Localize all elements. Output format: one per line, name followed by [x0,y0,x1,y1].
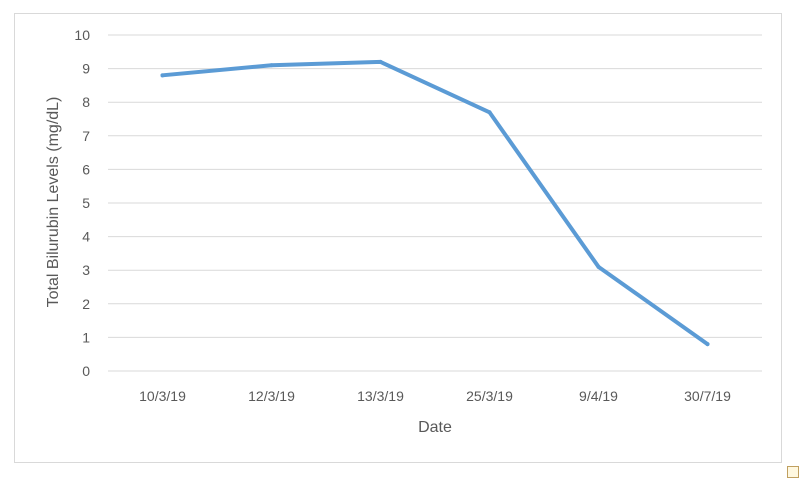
y-tick-label: 9 [82,61,90,77]
y-tick-label: 8 [82,94,90,110]
x-tick-label: 9/4/19 [579,388,618,404]
data-point [160,73,165,78]
x-axis-title: Date [418,419,452,436]
chart-area [14,13,782,463]
x-axis-ticks: 10/3/19 12/3/19 13/3/19 25/3/19 9/4/19 30/7/1… [139,388,731,404]
data-point [269,63,274,68]
data-point [378,59,383,64]
y-tick-label: 0 [82,363,90,379]
y-tick-label: 10 [74,27,90,43]
series-line [160,59,710,347]
y-tick-label: 5 [82,195,90,211]
x-tick-label: 12/3/19 [248,388,295,404]
data-point [487,110,492,115]
y-tick-label: 3 [82,262,90,278]
y-tick-label: 7 [82,128,90,144]
y-tick-label: 1 [82,329,90,345]
x-tick-label: 13/3/19 [357,388,404,404]
y-axis-ticks: 0 1 2 3 4 5 6 7 8 9 10 [74,27,90,379]
y-tick-label: 2 [82,296,90,312]
y-tick-label: 6 [82,161,90,177]
x-tick-label: 30/7/19 [684,388,731,404]
data-point [596,264,601,269]
resize-handle-icon[interactable] [787,466,799,478]
x-tick-label: 25/3/19 [466,388,513,404]
data-point [705,342,710,347]
x-tick-label: 10/3/19 [139,388,186,404]
series-layer [160,59,710,347]
y-axis-title: Total Bilurubin Levels (mg/dL) [45,97,62,308]
y-tick-label: 4 [82,229,90,245]
